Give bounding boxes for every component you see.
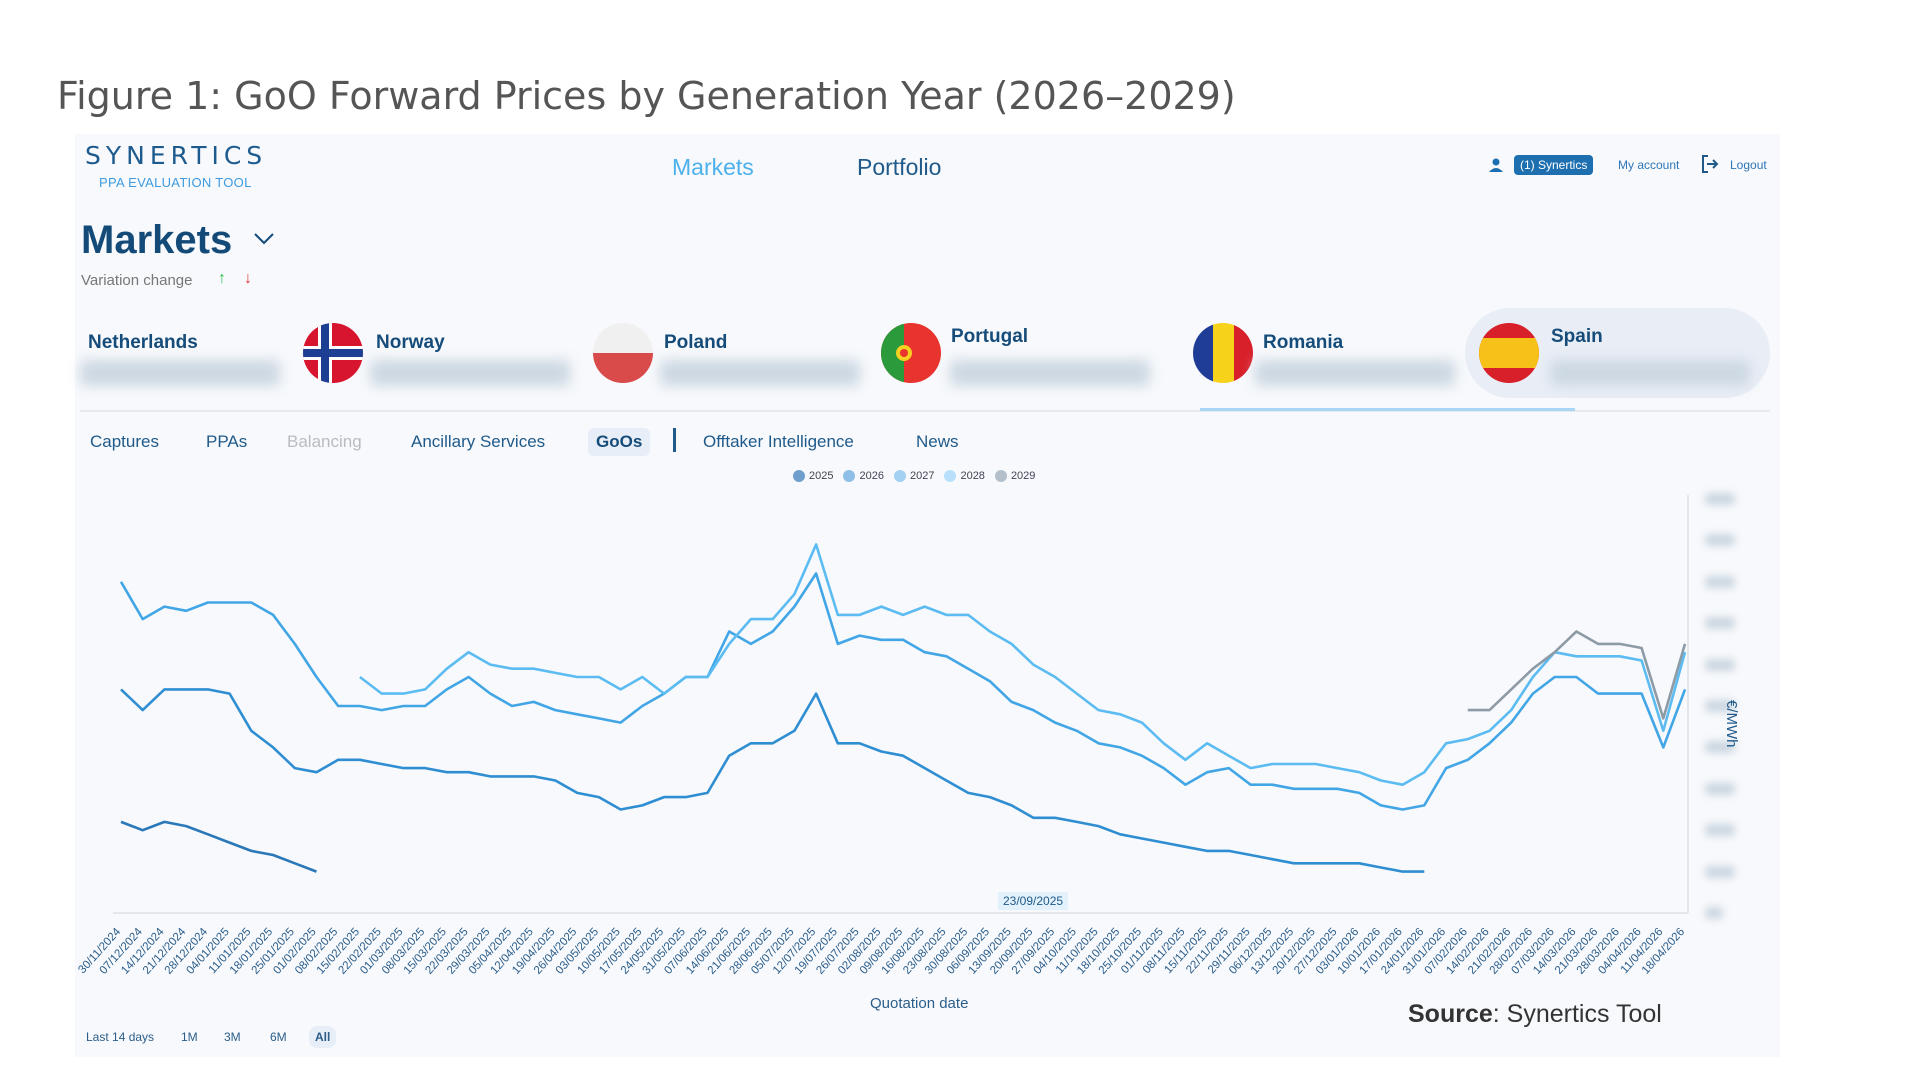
legend-label: 2028 [960,470,985,482]
y-tick-label-blurred [1705,617,1735,630]
legend-item-2025[interactable]: 2025 [793,470,833,482]
account-badge[interactable]: (1) Synertics [1514,155,1594,175]
tab-ancillary-services[interactable]: Ancillary Services [411,432,546,451]
legend-marker [843,470,856,482]
blurred-value [950,360,1150,386]
y-tick-label-blurred [1705,658,1735,671]
range-6m[interactable]: 6M [270,1030,287,1044]
romania-flag-icon [1192,322,1254,384]
series-line-2028 [359,543,1687,786]
logo[interactable]: SYNERTICS [85,141,268,170]
logout-icon[interactable] [1700,154,1720,179]
legend-item-2029[interactable]: 2029 [994,470,1036,482]
arrow-up-icon: ↑ [218,270,226,287]
legend-marker [994,470,1007,482]
series-line-2025 [120,820,317,873]
y-tick-label-blurred [1705,907,1723,919]
chevron-down-icon[interactable] [253,232,275,251]
y-tick-label-blurred [1705,741,1735,754]
arrow-down-icon: ↓ [244,270,252,287]
source-note: Source: Synertics Tool [1408,1000,1662,1029]
legend-label: 2025 [809,470,834,482]
legend-label: 2026 [859,470,884,482]
divider [80,410,1770,412]
portugal-flag-icon [880,322,942,384]
figure-title: Figure 1: GoO Forward Prices by Generati… [57,74,1236,118]
norway-flag-icon [302,322,364,384]
series-line-2026 [120,688,1425,873]
y-tick-label-blurred [1705,493,1735,505]
blurred-value [370,360,570,386]
nav-portfolio[interactable]: Portfolio [857,154,942,180]
spain-flag-icon [1478,322,1540,384]
y-axis-label: €/MWh [1723,700,1740,748]
country-scroll-indicator[interactable] [1200,408,1575,411]
tab-captures[interactable]: Captures [90,432,159,451]
tab-news[interactable]: News [916,432,959,451]
page-title: Markets [81,218,233,262]
my-account-link[interactable]: My account [1618,158,1680,172]
range-all[interactable]: All [309,1026,337,1048]
range-3m[interactable]: 3M [224,1030,241,1044]
country-netherlands[interactable]: Netherlands [88,332,198,353]
legend-marker [793,470,805,482]
tab-balancing[interactable]: Balancing [287,432,362,451]
variation-label: Variation change [81,272,193,289]
y-tick-label-blurred [1705,865,1735,878]
logout-link[interactable]: Logout [1730,158,1767,172]
y-tick-label-blurred [1705,824,1735,837]
tab-separator [673,428,676,452]
legend-marker [893,470,906,482]
legend-label: 2027 [909,470,935,482]
y-tick-label-blurred [1705,575,1735,588]
chart-legend: 2025 2026 2027 2028 2029 [793,470,1035,482]
range-last-14-days[interactable]: Last 14 days [86,1030,155,1044]
tab-offtaker-intelligence[interactable]: Offtaker Intelligence [703,432,854,451]
legend-marker [944,470,957,482]
legend-item-2028[interactable]: 2028 [944,470,985,482]
legend-item-2027[interactable]: 2027 [893,470,935,482]
country-poland[interactable]: Poland [664,332,728,353]
country-romania[interactable]: Romania [1263,332,1344,353]
source-label: Source [1408,1000,1493,1028]
legend-label: 2029 [1010,470,1036,482]
blurred-value [1255,360,1455,386]
legend-item-2026[interactable]: 2026 [843,470,884,482]
country-portugal[interactable]: Portugal [951,326,1029,347]
series-line-2027 [119,572,1687,811]
user-icon [1488,157,1504,178]
app-screenshot-panel [75,134,1780,1057]
blurred-value [1550,360,1750,386]
logo-subtitle: PPA EVALUATION TOOL [99,175,252,190]
poland-flag-icon [592,322,654,384]
series-line-2029 [1467,630,1687,720]
country-norway[interactable]: Norway [376,332,445,353]
crosshair-date-label: 23/09/2025 [998,892,1069,910]
tab-goos[interactable]: GoOs [588,428,651,456]
tab-ppas[interactable]: PPAs [206,432,248,451]
country-spain[interactable]: Spain [1551,326,1603,347]
blurred-value [80,360,280,386]
y-tick-label-blurred [1705,782,1735,795]
blurred-value [660,360,860,386]
x-axis-label: Quotation date [870,995,969,1012]
nav-markets[interactable]: Markets [672,154,754,180]
y-tick-label-blurred [1705,534,1735,547]
source-value: : Synertics Tool [1492,1000,1662,1028]
y-tick-label-blurred [1705,700,1735,712]
range-1m[interactable]: 1M [181,1030,198,1044]
